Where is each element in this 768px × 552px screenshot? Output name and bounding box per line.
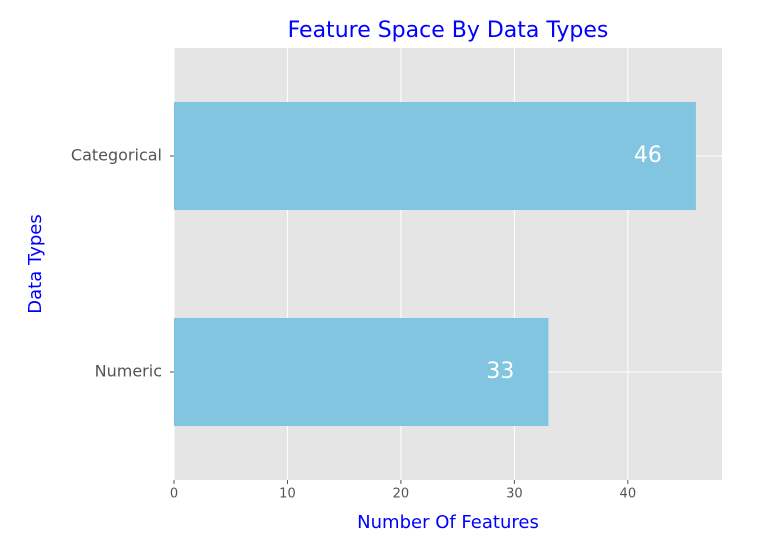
y-axis-label: Data Types [25, 214, 46, 313]
value-label: 46 [634, 143, 662, 168]
y-tick-label: Numeric [95, 362, 162, 381]
x-tick-label: 10 [279, 487, 296, 502]
bar [174, 318, 549, 426]
bar [174, 102, 696, 210]
x-tick-label: 40 [620, 487, 637, 502]
x-tick-label: 20 [393, 487, 410, 502]
x-tick-label: 30 [506, 487, 523, 502]
y-tick-label: Categorical [71, 146, 162, 165]
chart-title: Feature Space By Data Types [288, 18, 609, 43]
x-tick-label: 0 [170, 487, 178, 502]
value-label: 33 [486, 359, 514, 384]
x-axis-label: Number Of Features [357, 512, 539, 533]
